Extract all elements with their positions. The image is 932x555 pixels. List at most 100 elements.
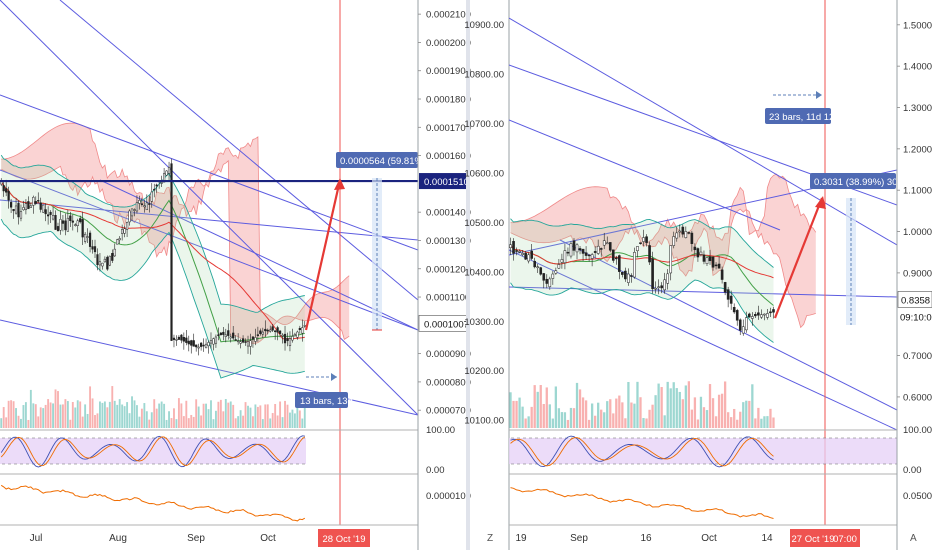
volume-bar	[158, 403, 161, 428]
candle-body	[101, 262, 104, 267]
bars-range-label: 13 bars, 13d	[300, 396, 353, 407]
price-tick-label: 0.0002000	[426, 38, 471, 49]
volume-bar	[554, 386, 558, 428]
candle-body	[530, 250, 533, 259]
candle-body	[690, 232, 694, 244]
candle-body	[227, 330, 230, 336]
candle-body	[69, 215, 72, 221]
volume-bar	[763, 416, 766, 428]
left-price-axis[interactable]: 0.0002100 0.0002000 0.0001900 0.0001800 0.00…	[418, 10, 471, 502]
volume-bar	[581, 397, 585, 428]
left-time-axis[interactable]: Jul Aug Sep Oct 28 Oct '19	[30, 529, 370, 547]
volume-bar	[301, 418, 304, 428]
time-tick-label: Aug	[109, 533, 127, 544]
volume-bar	[259, 405, 262, 428]
volume-bar	[536, 391, 539, 428]
projection-arrow	[304, 179, 342, 331]
candle-body	[599, 248, 603, 250]
right-left-price-axis[interactable]: 10900.00 10800.00 10700.00 10600.00 10500.00…	[464, 20, 504, 426]
candle-body	[138, 200, 141, 204]
candle-body	[732, 307, 736, 313]
price-tick-label: 1.1000	[903, 186, 932, 197]
candle-body	[91, 246, 94, 250]
volume-bar	[609, 399, 612, 428]
candle-body	[222, 331, 225, 335]
candle-body	[86, 236, 89, 238]
volume-bar	[207, 409, 210, 428]
volume-bar	[96, 413, 99, 428]
volume-bar	[224, 399, 227, 428]
candle-body	[150, 191, 153, 202]
candle-body	[64, 220, 67, 231]
left-trend-lines[interactable]	[0, 0, 418, 416]
volume-bar	[126, 402, 129, 428]
candle-body	[605, 242, 609, 245]
candle-body	[301, 327, 304, 334]
candle-body	[24, 203, 28, 210]
candle-body	[524, 253, 527, 260]
ma-fast	[0, 180, 305, 343]
volume-bar	[681, 399, 684, 428]
candle-body	[566, 251, 570, 254]
price-tick-label: 0.0001900	[426, 66, 471, 77]
candle-body	[254, 337, 257, 342]
ma-slow	[510, 244, 774, 279]
volume-bar	[66, 401, 69, 428]
panel-divider[interactable]	[466, 0, 470, 550]
candle-body	[84, 233, 87, 242]
candle-body	[217, 334, 220, 336]
candle-body	[135, 202, 139, 212]
price-tick-label: 0.0000700	[426, 406, 471, 417]
volume-bar	[187, 418, 190, 428]
projection-label: 0.3031 (38.99%) 3031	[814, 177, 908, 188]
scale-mode-button[interactable]: Z	[487, 533, 493, 544]
volume-bar	[518, 397, 521, 428]
volume-bar	[182, 416, 185, 428]
candle-body	[726, 289, 730, 300]
candle-body	[669, 245, 673, 274]
candle-body	[39, 202, 42, 210]
candle-body	[204, 343, 208, 349]
volume-bar	[175, 419, 178, 428]
volume-bar	[666, 381, 669, 428]
candle-body	[145, 202, 148, 211]
volume-bar	[569, 407, 573, 428]
candle-body	[596, 245, 600, 254]
candle-body	[180, 334, 183, 341]
right-lower-pane	[510, 487, 774, 519]
candle-body	[106, 256, 109, 270]
last-price-label: 0.8358	[901, 295, 930, 306]
volume-bar	[621, 402, 624, 428]
candle-body	[614, 257, 618, 260]
right-price-axis[interactable]: 1.5000 1.4000 1.3000 1.2000 1.1000 1.0000 0.90…	[897, 20, 932, 502]
candle-body	[717, 263, 721, 269]
volume-bar	[730, 417, 733, 428]
volume-bar	[748, 400, 751, 428]
volume-bar	[160, 401, 163, 428]
left-drawings[interactable]: 0.0000564 (59.81%) 564 13 bars, 13d	[0, 0, 445, 525]
price-tick-label: 10200.00	[464, 366, 504, 377]
candle-body	[636, 246, 639, 252]
candle-body	[711, 256, 715, 268]
volume-bar	[726, 412, 730, 428]
volume-bar	[24, 402, 27, 428]
volume-bar	[266, 404, 269, 428]
right-drawings[interactable]: 0.3031 (38.99%) 3031 23 bars, 11d 12h	[765, 0, 908, 525]
candle-body	[130, 208, 134, 217]
volume-bar	[15, 408, 17, 428]
trend-line	[0, 319, 418, 416]
ref-price-tag	[419, 173, 467, 190]
volume-bar	[627, 381, 630, 428]
volume-bar	[606, 401, 609, 428]
candle-body	[76, 220, 79, 226]
auto-scale-button[interactable]: A	[910, 533, 917, 544]
price-tick-label: 10300.00	[464, 317, 504, 328]
volume-bar	[192, 416, 195, 428]
candle-body	[187, 340, 190, 345]
volume-bar	[566, 419, 570, 428]
volume-bar	[279, 401, 282, 428]
candle-body	[747, 313, 751, 318]
volume-bar	[533, 385, 536, 428]
